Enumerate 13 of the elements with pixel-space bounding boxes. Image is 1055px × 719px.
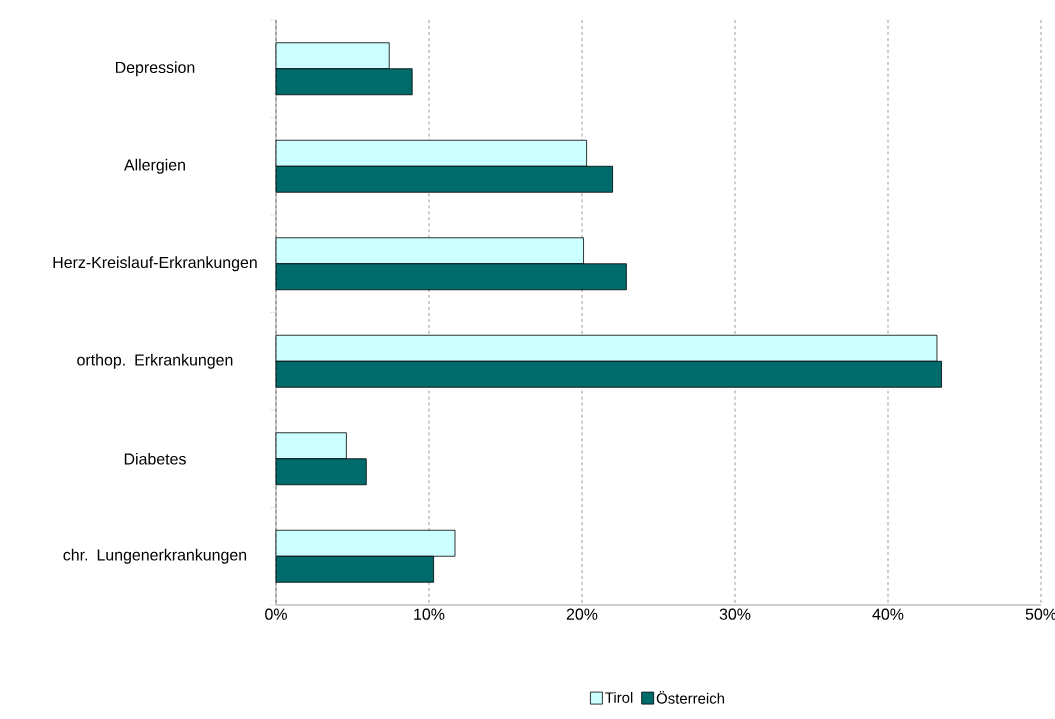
x-tick-label: 30% <box>719 608 751 620</box>
x-tick-label: 40% <box>872 608 904 620</box>
x-tick-label: 20% <box>566 608 598 620</box>
legend-label: Tirol <box>605 691 633 703</box>
y-tick-label: Diabetes <box>124 452 186 465</box>
y-tick-label: Herz-Kreislauf-Erkrankungen <box>53 256 257 272</box>
y-tick-label: Allergien <box>124 158 185 174</box>
legend-label: Österreich <box>656 691 725 704</box>
x-tick-label: 10% <box>414 608 445 620</box>
y-tick-label: orthop. Erkrankungen <box>77 353 233 369</box>
y-tick-label: Depression <box>115 61 195 77</box>
x-tick-label: 0% <box>265 608 287 620</box>
y-tick-label: chr. Lungenerkrankungen <box>63 548 247 564</box>
